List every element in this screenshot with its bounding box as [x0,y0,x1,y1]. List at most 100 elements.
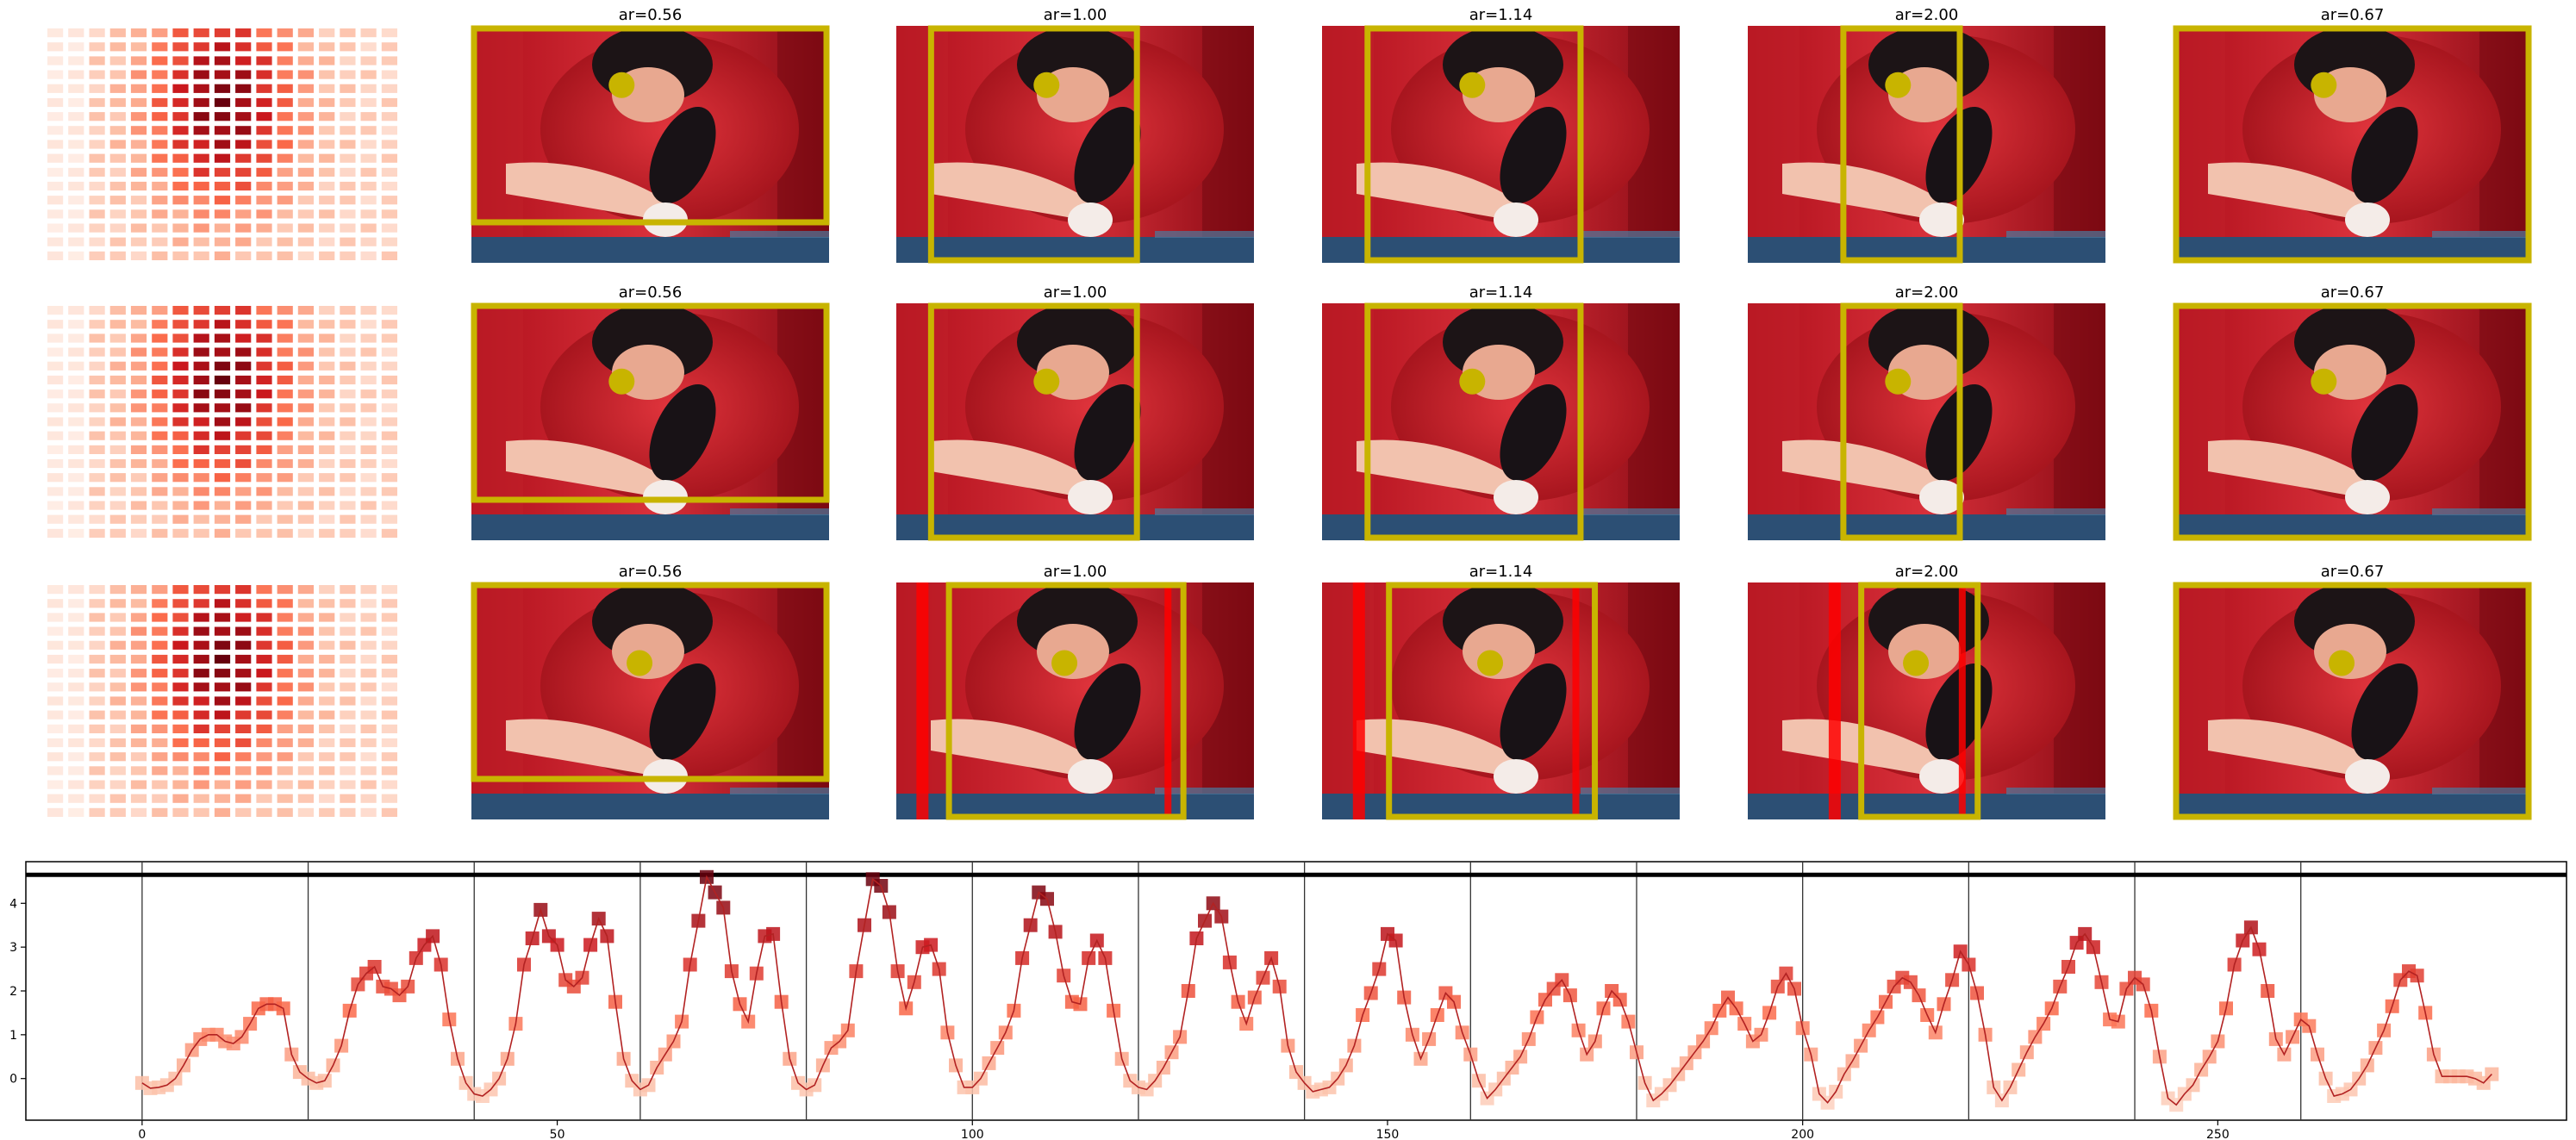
heatmap-cell [381,696,397,706]
heatmap-cell [214,251,231,260]
heatmap-cell [193,251,209,260]
center-dot [2311,368,2337,395]
heatmap-cell [130,167,147,177]
heatmap-cell [277,514,293,524]
heatmap-cell [214,458,231,469]
heatmap-cell [235,724,252,733]
heatmap-cell [256,112,272,121]
image-grid: ar=0.56 ar=1.00 ar=1.14 ar=2.00 ar=0.67 ar=0.… [47,6,2532,820]
heatmap-cell [68,306,84,315]
heatmap-cell [360,724,377,733]
heatmap-cell [235,403,252,413]
heatmap-cell [381,585,397,595]
heatmap-cell [297,56,314,65]
heatmap-cell [68,487,84,496]
heatmap-cell [109,626,126,636]
heatmap-cell [68,320,84,329]
center-dot [627,650,653,676]
x-tick-label: 50 [550,1128,565,1140]
heatmap-cell [319,807,335,817]
x-tick-label: 150 [1376,1128,1400,1140]
heatmap-cell [68,347,84,357]
heatmap-cell [340,599,356,608]
heatmap-cell [47,251,64,260]
heatmap-cell [193,780,209,789]
heatmap-cell [130,766,147,776]
heatmap-cell [172,140,189,149]
heatmap-cell [214,766,231,776]
crop-edge-right [1164,582,1172,819]
heatmap-cell [381,766,397,776]
heatmap-cell [47,375,64,385]
heatmap-cell [235,237,252,246]
heatmap-cell [152,181,168,191]
heatmap-cell [235,347,252,357]
heatmap-cell [152,626,168,636]
panel-title: ar=1.00 [1044,283,1107,302]
heatmap-cell [193,487,209,496]
heatmap-cell [235,780,252,789]
heatmap-cell [319,458,335,469]
heatmap-cell [109,669,126,678]
heatmap-cell [47,626,64,636]
y-tick-label: 3 [9,941,17,955]
heatmap-cell [235,42,252,52]
heatmap-cell [256,487,272,496]
heatmap-cell [277,599,293,608]
heatmap-cell [193,320,209,329]
heatmap-cell [256,514,272,524]
heatmap-cell [319,696,335,706]
heatmap-cell [340,458,356,469]
heatmap-cell [319,223,335,233]
heatmap-cell [68,669,84,678]
heatmap-cell [360,251,377,260]
heatmap-cell [214,613,231,622]
heatmap-cell [68,167,84,177]
heatmap-cell [381,458,397,469]
heatmap-cell [89,403,105,413]
heatmap-cell [109,766,126,776]
heatmap-cell [130,306,147,315]
heatmap-cell [172,682,189,692]
heatmap-cell [319,333,335,343]
heatmap-cell [172,361,189,371]
heatmap-cell [340,724,356,733]
heatmap-cell [319,167,335,177]
heatmap-cell [89,28,105,38]
heatmap-cell [319,56,335,65]
x-tick-label: 0 [138,1128,146,1140]
heatmap-cell [381,417,397,427]
heatmap-cell [297,780,314,789]
heatmap-cell [109,473,126,483]
heatmap-cell [381,196,397,205]
heatmap-cell [256,696,272,706]
heatmap-cell [172,333,189,343]
heatmap-cell [360,710,377,720]
heatmap-cell [47,403,64,413]
heatmap-cell [360,126,377,135]
heatmap-cell [297,794,314,803]
heatmap-cell [214,417,231,427]
heatmap-cell [130,70,147,79]
heatmap-cell [235,794,252,803]
panel-title: ar=0.56 [619,283,683,302]
heatmap-cell [193,42,209,52]
heatmap-cell [172,654,189,664]
heatmap-cell [47,501,64,510]
heatmap-cell [130,333,147,343]
heatmap-cell [130,613,147,622]
heatmap-cell [172,501,189,510]
heatmap-cell [68,585,84,595]
heatmap-cell [277,375,293,385]
heatmap-cell [235,306,252,315]
heatmap-cell [152,807,168,817]
heatmap-cell [172,528,189,538]
heatmap-cell [68,724,84,733]
heatmap-cell [214,306,231,315]
heatmap-cell [152,347,168,357]
crop-box [1364,302,1584,541]
heatmap-cell [109,599,126,608]
heatmap-cell [297,333,314,343]
heatmap-cell [193,724,209,733]
heatmap-cell [109,333,126,343]
